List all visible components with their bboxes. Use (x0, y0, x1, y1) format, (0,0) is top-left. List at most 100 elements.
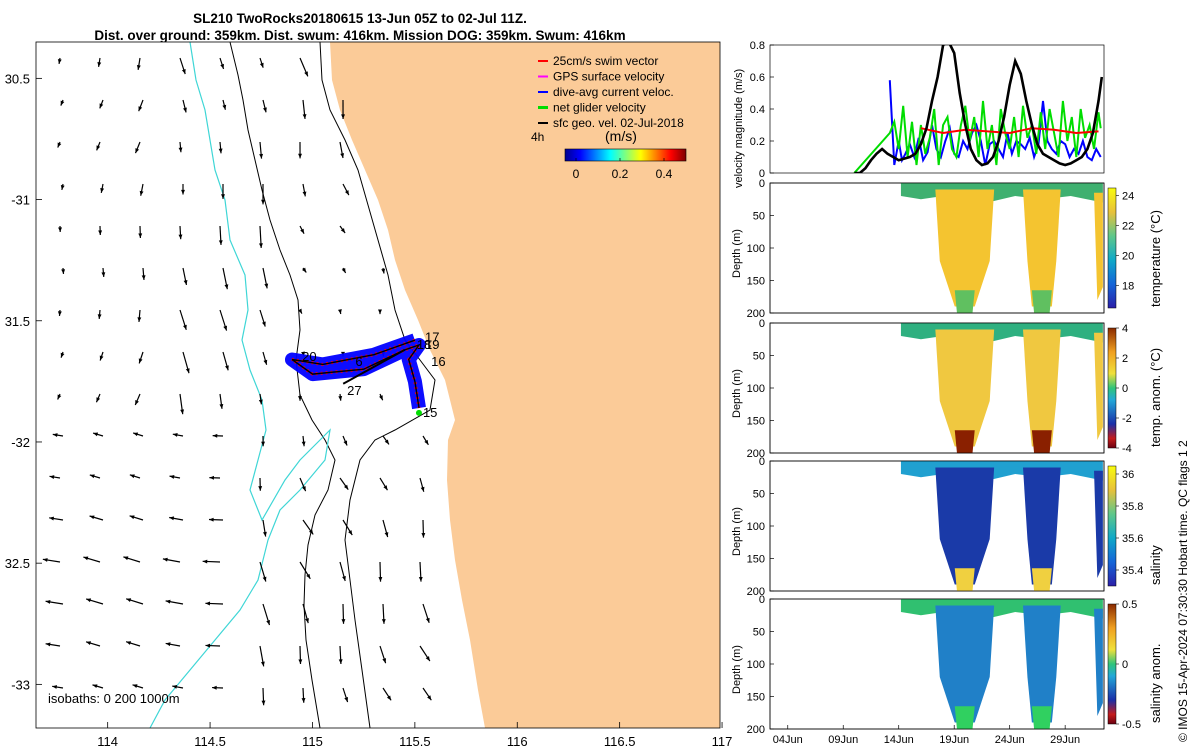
depth-axis-label: Depth (m) (731, 507, 743, 556)
current-arrow (129, 474, 141, 479)
current-arrow (379, 645, 387, 664)
map-xtick-label: 114.5 (194, 734, 226, 749)
legend-entry-label: dive-avg current veloc. (553, 85, 674, 99)
current-arrow (42, 558, 61, 563)
current-arrow (379, 477, 388, 491)
current-arrow (97, 309, 102, 320)
current-arrow (378, 309, 382, 315)
current-arrow (301, 687, 306, 703)
colorbar-tick-label: 24 (1122, 191, 1134, 203)
current-arrow (61, 267, 66, 275)
time-xtick-label: 09Jun (828, 734, 858, 746)
current-arrow (379, 393, 384, 401)
heatmap-panel-1: 0 50 100 150 200 Depth (m) 18 20 22 24 temperature… (731, 178, 1163, 320)
depth-tick-label: 150 (747, 692, 765, 704)
map-legend: 25cm/s swim vector GPS surface velocitydi… (538, 54, 684, 130)
current-arrow (381, 603, 386, 624)
current-arrow (261, 435, 266, 447)
current-arrow (262, 99, 267, 113)
current-arrow (209, 475, 221, 480)
track-day-label: 18 (417, 337, 431, 352)
map-ytick-label: -33 (11, 677, 30, 692)
colorbar-tick-label: 22 (1122, 221, 1134, 233)
current-arrow (258, 477, 263, 491)
time-xtick-label: 24Jun (995, 734, 1025, 746)
plot-subtitle: Dist. over ground: 359km. Dist. swum: 41… (94, 28, 626, 43)
current-arrow (141, 267, 146, 281)
current-arrow (125, 598, 144, 605)
current-arrow (342, 687, 349, 703)
current-arrow (179, 57, 186, 75)
current-arrow (262, 519, 267, 537)
current-arrow (258, 393, 263, 405)
legend-entry: 25cm/s swim vector (538, 54, 658, 68)
heatmap-profile-bottom (1031, 706, 1052, 729)
current-arrow (52, 433, 64, 438)
current-arrow (218, 225, 223, 245)
current-arrow (302, 183, 307, 197)
depth-axis-label: Depth (m) (731, 645, 743, 694)
current-arrow (259, 141, 264, 159)
colorbar-tick-label: 0 (1122, 659, 1128, 671)
heatmap-profile-bottom (1031, 568, 1052, 591)
current-arrow (418, 561, 423, 582)
current-arrow (261, 687, 266, 706)
velocity-series-line (853, 100, 1102, 173)
heatmap-profile (935, 605, 995, 723)
depth-tick-label: 200 (747, 308, 765, 320)
current-arrow (259, 309, 266, 327)
heatmap-panel-2: 0 50 100 150 200 Depth (m) -4 -2 0 2 4 temp. anom. … (731, 318, 1163, 460)
current-arrow (165, 599, 184, 605)
velocity-ytick-label: 0 (759, 168, 765, 180)
current-arrow (134, 393, 141, 406)
current-arrow (219, 393, 224, 409)
current-arrow (337, 309, 342, 315)
velocity-ytick-label: 0.6 (750, 72, 765, 84)
heatmap-profile-bottom (954, 290, 975, 313)
velocity-series-line (920, 127, 1099, 135)
colorbar-prefix: 4h (531, 130, 544, 144)
speed-colorbar: 4h (m/s) 0 0.2 0.4 (531, 128, 687, 181)
current-arrow (57, 141, 62, 148)
current-arrow (301, 435, 306, 447)
colorbar-tick-label: 2 (1122, 353, 1128, 365)
current-arrow (259, 645, 265, 667)
colorbar-tick-label: 36 (1122, 469, 1134, 481)
current-arrow (89, 515, 104, 521)
velocity-ytick-label: 0.8 (750, 40, 765, 52)
heatmap-profile (1022, 329, 1061, 447)
current-arrow (85, 598, 104, 605)
colorbar-tick-label: 35.6 (1122, 533, 1143, 545)
track-end-marker (415, 409, 422, 416)
current-arrow (138, 99, 144, 112)
current-arrow (382, 519, 389, 538)
current-arrow (298, 141, 302, 159)
current-arrow (60, 351, 65, 358)
map-xtick-label: 117 (712, 734, 733, 749)
current-arrow (341, 603, 346, 624)
current-arrow (208, 517, 224, 522)
depth-tick-label: 50 (753, 211, 765, 223)
legend-entry-label: 25cm/s swim vector (553, 54, 658, 68)
map-ytick-label: -32 (11, 435, 30, 450)
current-arrow (222, 99, 227, 110)
heatmap-profile (1094, 608, 1103, 716)
current-arrow (57, 309, 62, 317)
heatmap-profile (935, 189, 995, 307)
heatmap-profile-bottom (1031, 430, 1052, 453)
current-arrow (58, 225, 62, 233)
heatmap-panel-4: 0 50 100 150 200 Depth (m) -0.5 0 0.5 salinity an… (731, 594, 1163, 746)
time-xtick-label: 19Jun (939, 734, 969, 746)
current-arrow (169, 475, 181, 479)
current-arrow (132, 684, 144, 689)
depth-tick-label: 100 (747, 243, 765, 255)
current-arrow (212, 433, 224, 438)
current-arrow (172, 684, 184, 689)
current-arrow (219, 57, 225, 70)
panel-colorbar (1107, 187, 1117, 309)
map-xtick-label: 116.5 (604, 734, 636, 749)
current-arrow (419, 477, 425, 492)
depth-axis-label: Depth (m) (731, 369, 743, 418)
colorbar-tick-label: 18 (1122, 281, 1134, 293)
current-arrow (179, 309, 187, 330)
